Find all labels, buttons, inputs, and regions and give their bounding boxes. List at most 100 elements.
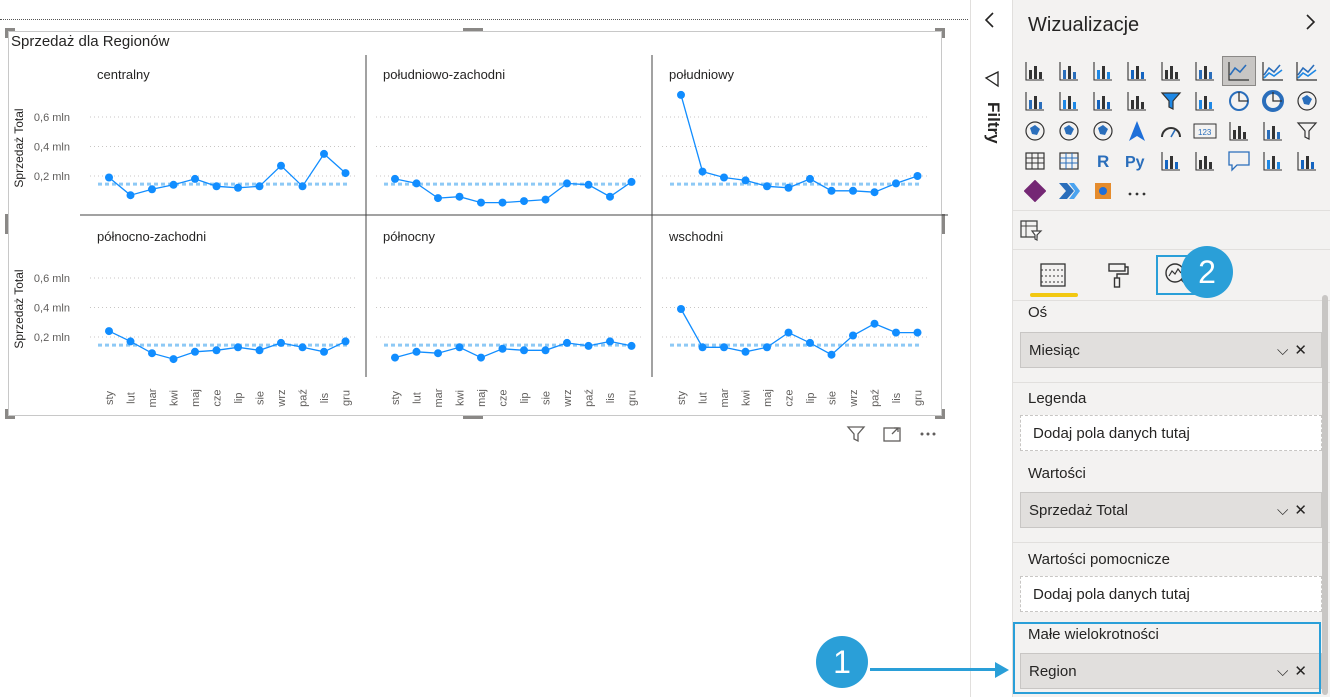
power-apps-icon[interactable] — [1018, 176, 1052, 206]
line-chart-icon[interactable] — [1222, 56, 1256, 86]
x-tick-label: wrz — [276, 389, 288, 407]
power-automate-icon[interactable] — [1052, 176, 1086, 206]
line-and-stacked-column-chart-icon[interactable] — [1018, 86, 1052, 116]
resize-handle-bc[interactable] — [463, 416, 483, 419]
map-icon[interactable] — [1018, 116, 1052, 146]
data-point — [741, 176, 750, 185]
legend-field-well[interactable]: Dodaj pola danych tutaj — [1020, 415, 1322, 451]
data-point — [677, 305, 685, 313]
donut-chart-icon[interactable] — [1256, 86, 1290, 116]
axis-field-well[interactable]: Miesiąc ⌵✕ — [1020, 332, 1322, 368]
data-point — [212, 182, 221, 191]
x-tick-label: wrz — [848, 389, 860, 407]
key-influencers-icon[interactable] — [1154, 146, 1188, 176]
small-multiples-highlight — [1013, 622, 1321, 694]
well-actions[interactable]: ⌵✕ — [1277, 342, 1313, 359]
treemap-icon[interactable] — [1290, 86, 1324, 116]
clustered-bar-chart-icon[interactable] — [1086, 56, 1120, 86]
scatter-chart-icon[interactable] — [1188, 86, 1222, 116]
qa-icon[interactable] — [1222, 146, 1256, 176]
matrix-icon[interactable] — [1052, 146, 1086, 176]
resize-handle-tr[interactable] — [942, 28, 945, 38]
azure-map-icon[interactable] — [1120, 116, 1154, 146]
resize-handle-tl[interactable] — [5, 28, 8, 38]
data-point — [341, 169, 350, 178]
panel-title: wschodni — [668, 229, 723, 244]
axis-field-name: Miesiąc — [1029, 342, 1080, 359]
kpi-icon[interactable] — [1256, 116, 1290, 146]
line-and-clustered-column-chart-icon[interactable] — [1052, 86, 1086, 116]
x-tick-label: sie — [255, 391, 267, 405]
resize-handle-br[interactable] — [942, 409, 945, 419]
gauge-icon[interactable] — [1154, 116, 1188, 146]
focus-mode-icon[interactable] — [880, 424, 904, 448]
decomposition-tree-icon[interactable] — [1188, 146, 1222, 176]
table-icon[interactable] — [1018, 146, 1052, 176]
field-parameters-icon[interactable] — [1019, 218, 1043, 247]
pane-title: Wizualizacje — [1028, 14, 1140, 36]
smart-narrative-icon[interactable] — [1290, 146, 1324, 176]
ribbon-chart-icon[interactable] — [1086, 86, 1120, 116]
pane-scrollbar[interactable] — [1322, 295, 1328, 695]
data-point — [677, 90, 685, 99]
pane-tabs — [1028, 255, 1198, 297]
chevron-left-icon[interactable] — [983, 10, 997, 36]
stacked-bar-chart-icon[interactable] — [1018, 56, 1052, 86]
r-visual-icon[interactable]: R — [1086, 146, 1120, 176]
filled-map-icon[interactable] — [1052, 116, 1086, 146]
line-chart-visual[interactable] — [8, 31, 942, 416]
small-multiples-field-well[interactable]: Region ⌵✕ — [1020, 653, 1322, 689]
arcgis-icon[interactable] — [1086, 176, 1120, 206]
resize-handle-bl[interactable] — [5, 416, 15, 419]
multi-row-card-icon[interactable] — [1222, 116, 1256, 146]
data-point — [105, 327, 113, 336]
values-field-well[interactable]: Sprzedaż Total ⌵✕ — [1020, 492, 1322, 528]
data-point — [698, 167, 707, 176]
well-actions[interactable]: ⌵✕ — [1277, 502, 1313, 519]
x-tick-label: cze — [784, 389, 796, 406]
100-stacked-bar-chart-icon[interactable] — [1154, 56, 1188, 86]
more-options-icon[interactable] — [916, 424, 940, 448]
paginated-report-icon[interactable] — [1256, 146, 1290, 176]
waterfall-chart-icon[interactable] — [1120, 86, 1154, 116]
data-point — [892, 179, 900, 188]
legend-well-label: Legenda — [1028, 390, 1087, 407]
shape-map-icon[interactable] — [1086, 116, 1120, 146]
data-point — [191, 347, 199, 356]
resize-handle-tc[interactable] — [463, 28, 483, 31]
pie-chart-icon[interactable] — [1222, 86, 1256, 116]
more-visuals-icon[interactable] — [1120, 176, 1154, 206]
clustered-column-chart-icon[interactable] — [1120, 56, 1154, 86]
data-point — [234, 183, 242, 192]
tooltips-field-well[interactable]: Dodaj pola danych tutaj — [1020, 576, 1322, 612]
resize-handle-br[interactable] — [935, 416, 945, 419]
funnel-outline-icon[interactable] — [983, 70, 1001, 93]
funnel-chart-icon[interactable] — [1154, 86, 1188, 116]
well-actions[interactable]: ⌵✕ — [1277, 663, 1313, 680]
resize-handle-bl[interactable] — [5, 409, 8, 419]
python-visual-icon[interactable]: Py — [1120, 146, 1154, 176]
format-tab-icon[interactable] — [1092, 255, 1142, 295]
stacked-area-chart-icon[interactable] — [1290, 56, 1324, 86]
resize-handle-tr[interactable] — [935, 28, 945, 31]
area-chart-icon[interactable] — [1256, 56, 1290, 86]
fields-tab-icon[interactable] — [1028, 255, 1078, 297]
data-point — [584, 180, 593, 189]
resize-handle-mr[interactable] — [942, 214, 945, 234]
100-stacked-column-chart-icon[interactable] — [1188, 56, 1222, 86]
filters-pane-label[interactable]: Filtry — [971, 102, 1014, 162]
stacked-column-chart-icon[interactable] — [1052, 56, 1086, 86]
x-tick-label: gru — [341, 390, 353, 406]
resize-handle-ml[interactable] — [5, 214, 8, 234]
resize-handle-tl[interactable] — [5, 28, 15, 31]
filter-icon[interactable] — [844, 424, 868, 448]
y-tick-label: 0,2 mln — [34, 171, 70, 183]
svg-text:Py: Py — [1125, 154, 1145, 171]
card-icon[interactable]: 123 — [1188, 116, 1222, 146]
data-point — [412, 179, 421, 188]
chevron-right-icon[interactable] — [1303, 12, 1317, 38]
x-tick-label: lut — [126, 392, 138, 404]
x-tick-label: kwi — [741, 390, 753, 406]
slicer-icon[interactable] — [1290, 116, 1324, 146]
filters-pane-collapsed: Filtry — [970, 0, 1013, 697]
